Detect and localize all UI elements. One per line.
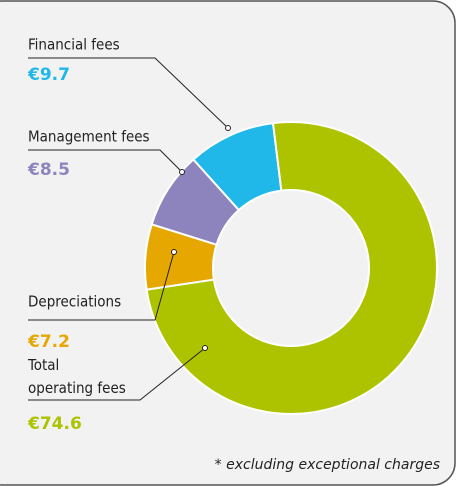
leader-line: [28, 347, 206, 401]
value-label: €9.7: [27, 65, 70, 85]
category-label: Depreciations: [28, 293, 121, 311]
leader-line: [28, 149, 183, 173]
category-label: Total operating fees: [27, 356, 126, 397]
leader-line: [28, 57, 229, 129]
category-label: Management fees: [28, 128, 150, 146]
label-part: operating fees: [28, 379, 126, 397]
value-label: €74.6: [27, 414, 82, 434]
leader-dot: [179, 169, 185, 175]
donut-slice: [145, 121, 438, 415]
leader-dot: [171, 249, 177, 255]
value-label: €8.5: [27, 160, 70, 180]
leader-dot: [202, 345, 208, 351]
leader-dot: [225, 125, 231, 131]
value-label: €7.2: [27, 332, 70, 352]
category-label: Financial fees: [28, 36, 120, 54]
donut-slice: [150, 158, 241, 246]
label-part: Total: [27, 356, 59, 374]
annotation: * excluding exceptional charges: [215, 457, 440, 473]
leader-line: [28, 251, 175, 321]
